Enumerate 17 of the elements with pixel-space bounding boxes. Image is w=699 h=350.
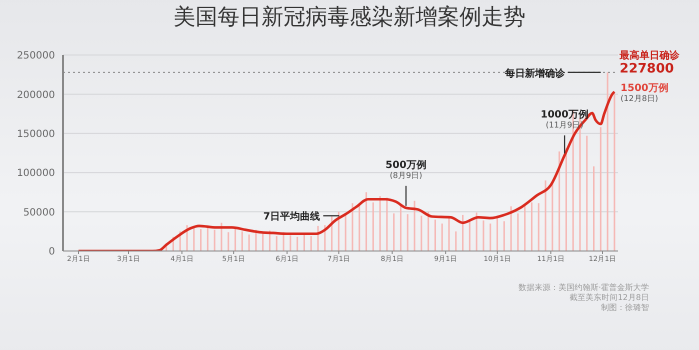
text: 制图：徐璐智 (600, 303, 649, 313)
y-tick-label: 150000 (16, 128, 55, 140)
y-tick-label: 200000 (16, 90, 55, 101)
y-tick-label: 250000 (16, 50, 55, 62)
annotation: 每日新增确诊 (504, 67, 566, 80)
annotation: 1500万例 (12月8日) (620, 82, 668, 103)
chart-title: 美国每日新冠病毒感染新增案例走势 (172, 4, 526, 32)
text: 截至美东时间12月8日 (568, 293, 649, 303)
source-note: 数据来源：美国约翰斯·霍普金斯大学 (518, 283, 649, 293)
y-tick-label: 100000 (16, 168, 55, 180)
y-tick-label: 50000 (23, 207, 55, 218)
annotation: 最高单日确诊 227800 (618, 49, 681, 76)
annotation: 7日平均曲线 (263, 210, 320, 223)
y-tick-label: 0 (48, 246, 55, 258)
annotation: 1000万例 (11月9日) (540, 108, 588, 130)
line-series (77, 90, 616, 251)
annotation: 500万例 (8月9日) (386, 158, 426, 180)
